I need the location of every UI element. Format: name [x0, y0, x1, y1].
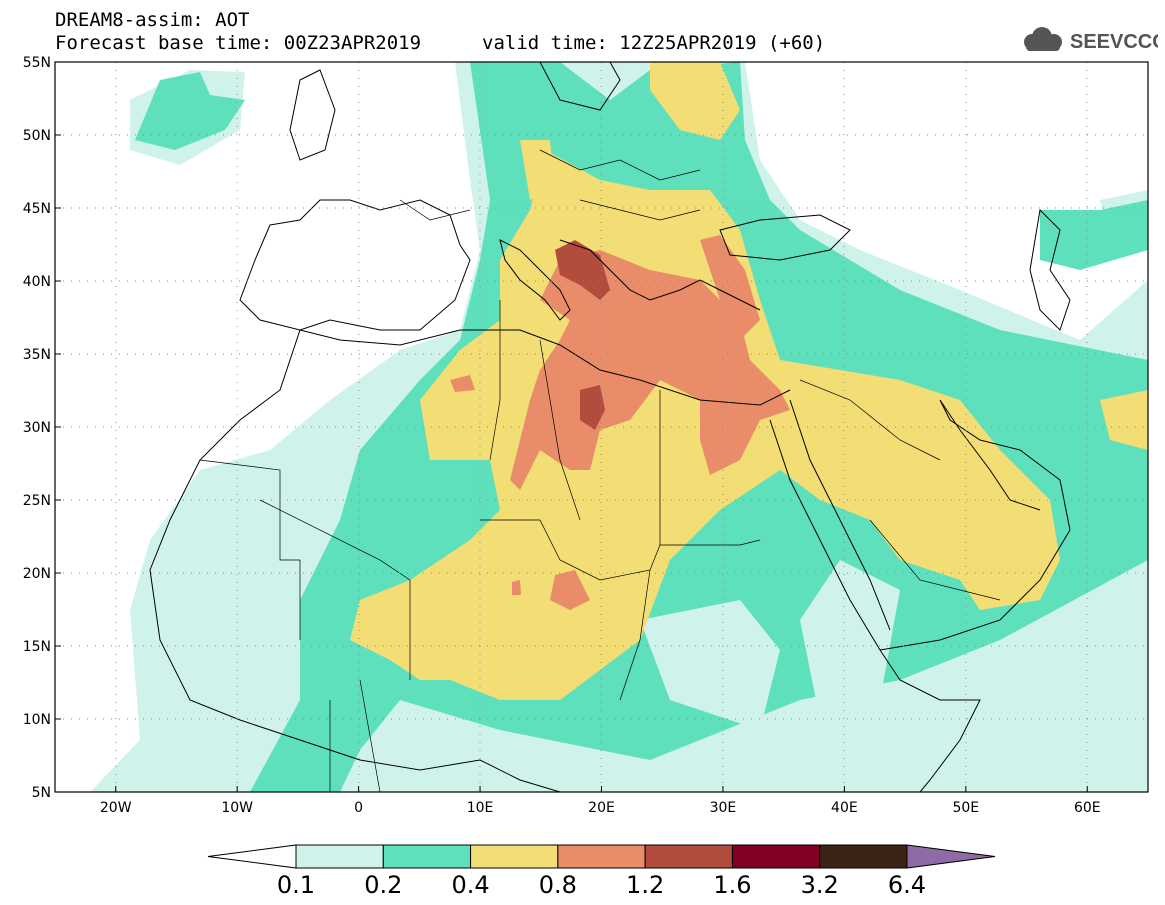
lat-tick-label: 10N [23, 712, 51, 728]
country-borders [199, 149, 1001, 792]
forecast-base-time: Forecast base time: 00Z23APR2019 [55, 32, 422, 54]
logo-text: SEEVCCC [1070, 31, 1158, 53]
chart-title: DREAM8-assim: AOT [55, 9, 250, 31]
lat-tick-label: 40N [23, 274, 51, 290]
lon-tick-label: 10W [221, 800, 253, 816]
lat-tick-label: 5N [32, 785, 51, 801]
aot-level-0.8 [450, 235, 790, 610]
graticule [55, 62, 1148, 792]
lat-tick-label: 30N [23, 420, 51, 436]
lon-tick-label: 40E [831, 800, 858, 816]
colorbar: 0.1 0.2 0.4 0.8 1.2 1.6 3.2 6.4 [207, 844, 996, 899]
lon-tick-label: 20E [588, 800, 615, 816]
colorbar-upper-extend [906, 844, 996, 869]
lon-tick-label: 60E [1074, 800, 1101, 816]
lon-tick-label: 50E [952, 800, 979, 816]
colorbar-segment [557, 844, 646, 869]
lat-tick-label: 45N [23, 201, 51, 217]
lat-tick-label: 50N [23, 128, 51, 144]
latitude-axis: 55N 50N 45N 40N 35N 30N 25N 20N 15N 10N 5N [23, 55, 61, 801]
lat-tick-label: 20N [23, 566, 51, 582]
colorbar-segment [382, 844, 472, 869]
lon-tick-label: 20W [100, 800, 132, 816]
colorbar-label: 0.1 [277, 871, 315, 899]
colorbar-label: 6.4 [888, 871, 926, 899]
colorbar-label: 1.2 [626, 871, 664, 899]
coastlines [149, 62, 1071, 792]
colorbar-lower-extend [207, 844, 297, 869]
colorbar-segment [470, 844, 559, 869]
colorbar-label: 0.2 [364, 871, 402, 899]
valid-time: valid time: 12Z25APR2019 (+60) [482, 32, 826, 54]
lat-tick-label: 55N [23, 55, 51, 71]
longitude-axis: 20W 10W 0 10E 20E 30E 40E 50E 60E [100, 786, 1101, 816]
colorbar-label: 3.2 [801, 871, 839, 899]
lon-tick-label: 10E [467, 800, 494, 816]
lat-tick-label: 25N [23, 493, 51, 509]
aot-level-1.2 [555, 240, 610, 430]
cloud-icon [1024, 27, 1062, 51]
colorbar-label: 0.4 [451, 871, 489, 899]
lat-tick-label: 35N [23, 347, 51, 363]
colorbar-segment [819, 844, 908, 869]
seevccc-logo: SEEVCCC [1024, 27, 1158, 53]
map-plot-area [55, 62, 1148, 792]
colorbar-segment [644, 844, 733, 869]
colorbar-segment [731, 844, 821, 869]
colorbar-segment [295, 844, 384, 869]
colorbar-label: 0.8 [539, 871, 577, 899]
lon-tick-label: 0 [354, 800, 363, 816]
lon-tick-label: 30E [710, 800, 737, 816]
colorbar-label: 1.6 [713, 871, 751, 899]
lat-tick-label: 15N [23, 639, 51, 655]
